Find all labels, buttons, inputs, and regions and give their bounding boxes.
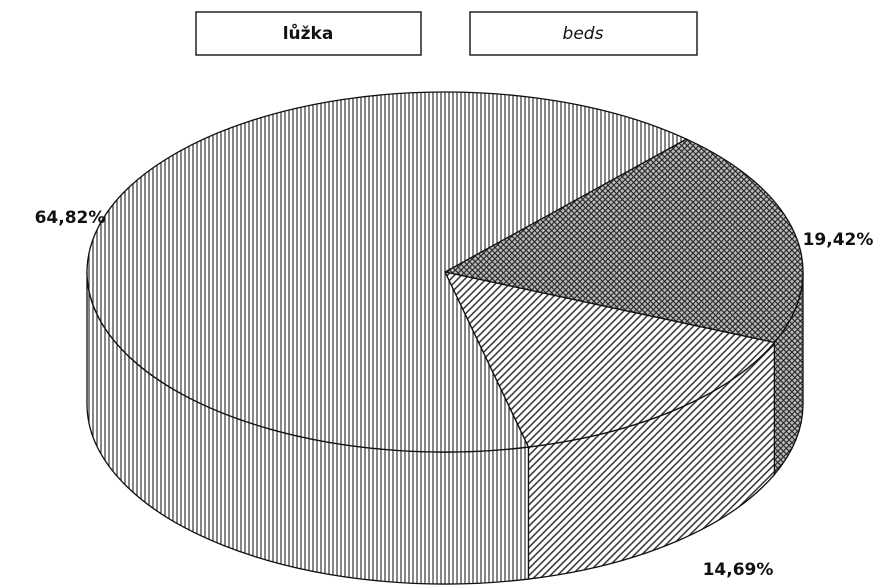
data-label: 64,82% — [35, 208, 106, 228]
title: lůžka — [283, 22, 334, 44]
title: beds — [563, 24, 604, 44]
data-label: 19,42% — [803, 230, 874, 250]
title-box — [195, 11, 422, 56]
title-box — [469, 11, 698, 56]
data-label: 14,69% — [703, 560, 774, 580]
slice — [443, 271, 776, 448]
slice — [443, 138, 804, 344]
slice — [86, 91, 688, 453]
